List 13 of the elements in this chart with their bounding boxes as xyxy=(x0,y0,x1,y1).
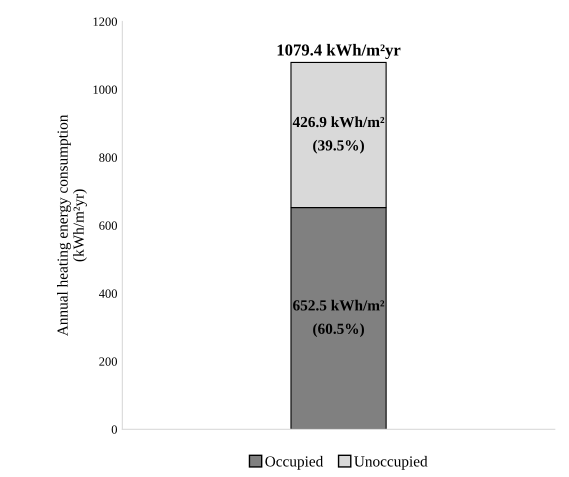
data-label: 426.9 kWh/m² (39.5%) xyxy=(292,116,384,154)
y-tick-label: 600 xyxy=(99,221,117,230)
y-axis-title: Annual heating energy consumption (kWh/m²yr) xyxy=(57,114,87,336)
y-tick-label: 0 xyxy=(112,425,117,434)
data-label: 652.5 kWh/m² (60.5%) xyxy=(293,300,384,338)
y-tick-label: 800 xyxy=(99,153,117,162)
legend-label: Occupied xyxy=(265,456,324,470)
total-label: 1079.4 kWh/m²yr xyxy=(278,44,400,60)
y-tick-label: 200 xyxy=(99,357,117,366)
y-tick-label: 1200 xyxy=(94,17,117,26)
legend-label: Unoccupied xyxy=(354,456,428,470)
y-tick-label: 1000 xyxy=(94,85,117,94)
y-tick-label: 400 xyxy=(98,289,117,298)
